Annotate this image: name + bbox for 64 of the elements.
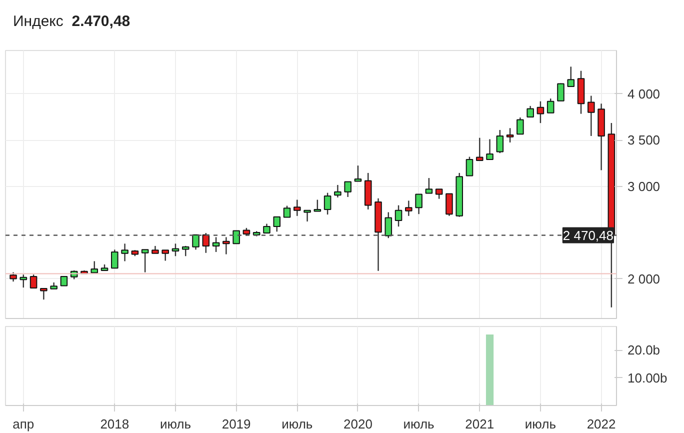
candlestick (273, 216, 281, 232)
candlestick (304, 210, 311, 222)
candlestick (60, 276, 68, 286)
candlestick (384, 212, 392, 239)
x-tick-label: июль (282, 416, 313, 432)
candlestick (314, 199, 322, 212)
x-tick-label: 2021 (465, 416, 494, 432)
candlestick (486, 138, 494, 160)
candlestick (394, 204, 402, 228)
candlestick (90, 260, 98, 274)
candlestick (476, 137, 484, 162)
candlestick (222, 236, 230, 255)
candlestick (212, 236, 220, 253)
x-tick-label: июль (403, 416, 435, 432)
candlestick (526, 105, 534, 118)
candlestick (141, 249, 149, 273)
candlestick (40, 288, 48, 300)
candlestick (425, 177, 433, 194)
candlestick (506, 128, 514, 144)
y-tick-label: 2 000 (628, 271, 660, 286)
candlestick (263, 223, 270, 234)
candlestick (588, 95, 595, 137)
candlestick (334, 184, 342, 198)
y-tick-label: 3 000 (628, 178, 660, 194)
candlestick (172, 243, 180, 257)
candlestick (283, 205, 291, 218)
ref-line-label: 2 470,48 (562, 228, 614, 243)
candlestick (446, 193, 453, 217)
candlestick (516, 116, 524, 135)
x-tick-label: 2020 (344, 416, 372, 432)
candlestick (405, 200, 412, 217)
candlestick (232, 230, 240, 244)
candlestick (192, 234, 200, 250)
candlestick (567, 66, 575, 88)
x-tick-label: 2022 (586, 416, 616, 432)
y-tick-label: 10.00b (628, 370, 668, 386)
candlestick (20, 274, 28, 288)
candlestick (344, 181, 352, 198)
candlestick (466, 156, 474, 176)
candlestick (294, 199, 301, 217)
candlestick (435, 188, 443, 200)
candlestick (536, 100, 544, 124)
candlestick (121, 243, 128, 262)
candlestick (324, 192, 332, 216)
text: 2.470,48 (72, 13, 130, 30)
y-tick-label: 4 000 (628, 86, 660, 102)
y-tick-label: 20.0b (628, 342, 660, 358)
x-tick-label: 2018 (100, 416, 130, 432)
x-tick-label: июль (160, 416, 192, 432)
candlestick (162, 250, 169, 262)
y-tick-label: 3 500 (628, 132, 660, 148)
x-tick-label: 2019 (222, 416, 251, 432)
x-tick-label: апр (12, 416, 34, 432)
candlestick (557, 82, 564, 102)
x-tick-label: июль (524, 416, 556, 432)
candlestick (546, 98, 554, 114)
candlestick (10, 272, 17, 282)
candlestick (354, 164, 362, 182)
candlestick (30, 274, 38, 289)
candlestick (182, 245, 190, 257)
candlestick (415, 194, 422, 215)
candlestick (496, 129, 504, 154)
candlestick (111, 249, 118, 269)
chart-title: Индекс (13, 13, 64, 30)
